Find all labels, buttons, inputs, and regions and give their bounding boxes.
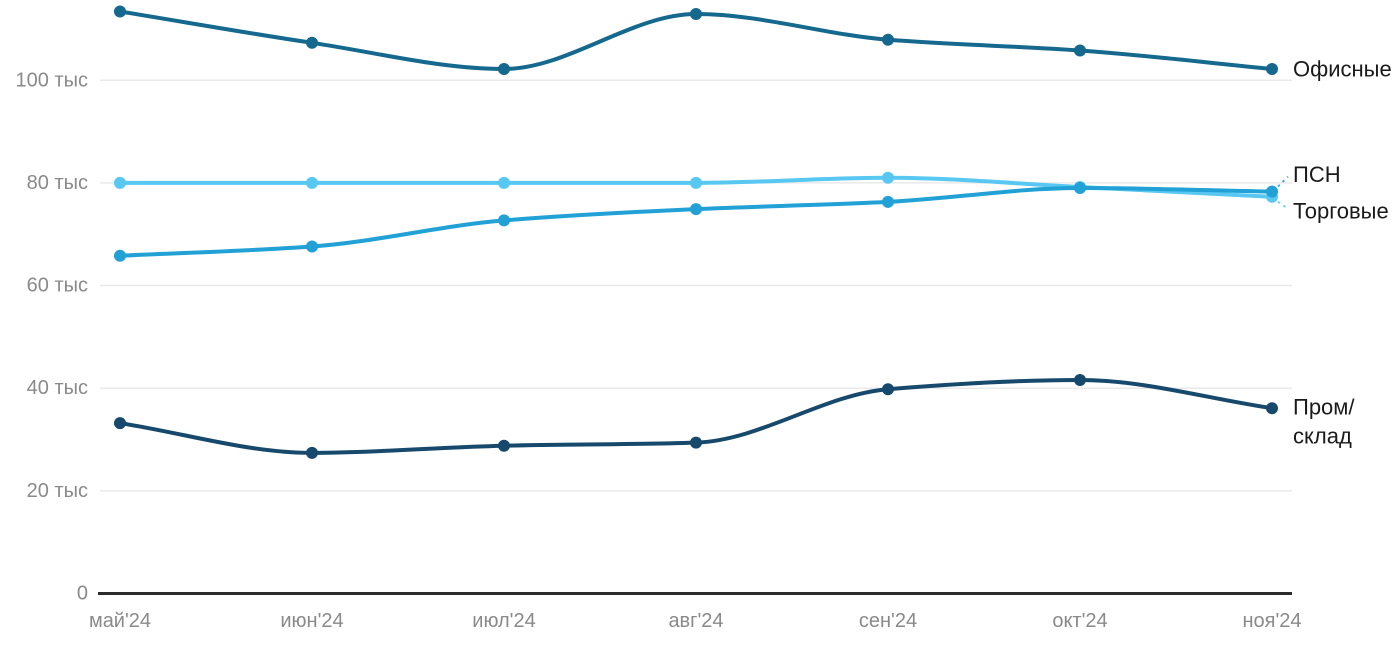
y-axis-tick-label: 20 тыс	[27, 480, 88, 502]
series-dot-industrial-2	[498, 439, 510, 452]
series-label-psn: ПСН	[1293, 162, 1341, 187]
series-label-retail: Торговые	[1293, 198, 1389, 223]
x-axis-tick-label: авг'24	[668, 610, 723, 632]
series-dot-retail-4	[882, 171, 894, 184]
y-axis-tick-label: 0	[77, 583, 88, 605]
series-dot-offices-2	[498, 63, 510, 75]
label-leader-retail	[1277, 200, 1289, 210]
series-dot-industrial-3	[690, 436, 702, 449]
series-dot-industrial-4	[882, 383, 894, 396]
series-dot-psn-4	[882, 195, 894, 208]
x-axis-tick-label: окт'24	[1052, 610, 1107, 632]
y-axis-tick-label: 100 тыс	[16, 69, 88, 91]
series-dot-retail-1	[306, 176, 318, 189]
series-dot-psn-1	[306, 240, 318, 253]
series-dot-industrial-6	[1266, 402, 1278, 415]
series-dot-industrial-0	[114, 417, 126, 430]
series-label-offices: Офисные	[1293, 57, 1392, 82]
series-dot-offices-3	[690, 8, 702, 20]
label-leader-psn	[1277, 175, 1289, 188]
y-axis-tick-label: 40 тыс	[27, 377, 88, 399]
series-dot-psn-5	[1074, 182, 1086, 194]
series-line-psn	[118, 185, 1274, 258]
series-dot-offices-1	[306, 36, 318, 49]
series-dot-offices-4	[882, 33, 894, 46]
y-axis-tick-label: 80 тыс	[27, 172, 88, 194]
series-dot-offices-6	[1266, 63, 1278, 75]
y-axis-tick-label: 60 тыс	[27, 275, 88, 297]
series-line-offices	[118, 9, 1274, 72]
series-dot-psn-0	[114, 249, 126, 262]
x-axis-tick-label: июл'24	[472, 610, 535, 632]
series-label-industrial-line-1: Пром/	[1293, 395, 1355, 420]
series-dot-offices-5	[1074, 44, 1086, 57]
series-dot-retail-0	[114, 176, 126, 189]
x-axis-tick-label: ноя'24	[1242, 610, 1301, 632]
series-dot-psn-6	[1266, 185, 1278, 198]
x-axis-tick-label: май'24	[89, 610, 151, 632]
x-axis-tick-label: сен'24	[859, 610, 917, 632]
series-label-industrial-line-2: склад	[1293, 424, 1352, 449]
series-dot-offices-0	[114, 5, 126, 18]
series-dot-psn-3	[690, 203, 702, 216]
series-dot-retail-3	[690, 176, 702, 189]
x-axis-tick-label: июн'24	[280, 610, 343, 632]
series-dot-industrial-5	[1074, 374, 1086, 386]
series-dot-psn-2	[498, 214, 510, 227]
series-dot-retail-2	[498, 176, 510, 189]
series-dot-industrial-1	[306, 446, 318, 459]
